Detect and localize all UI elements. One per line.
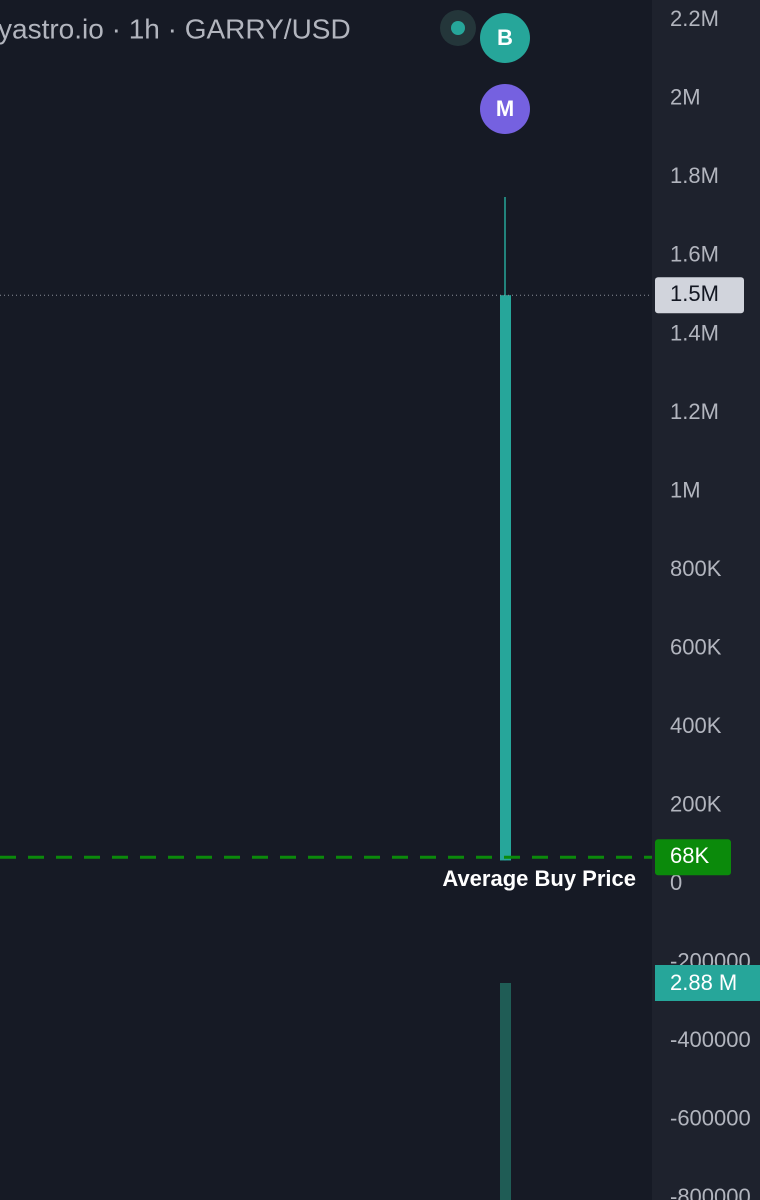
y-tick-label: 2M: [670, 85, 701, 110]
trade-marker-label: M: [496, 96, 514, 121]
y-tick-label: 2.2M: [670, 6, 719, 31]
last-price-label: 1.5M: [670, 281, 719, 306]
y-tick-label: 0: [670, 870, 682, 895]
average-buy-label-bg: [655, 839, 731, 876]
trade-marker-label: B: [497, 25, 513, 50]
chart-title: yastro.io · 1h · GARRY/USD: [0, 13, 351, 44]
average-buy-label: 68K: [670, 843, 709, 868]
y-tick-label: 600K: [670, 634, 722, 659]
plot-background: [0, 0, 652, 1200]
volume-bar: [500, 983, 511, 1200]
y-tick-label: 1.8M: [670, 163, 719, 188]
y-tick-label: 400K: [670, 713, 722, 738]
average-buy-name: Average Buy Price: [442, 866, 636, 891]
y-tick-label: 800K: [670, 556, 722, 581]
y-tick-label: 1M: [670, 477, 701, 502]
y-tick-label: 200K: [670, 791, 722, 816]
volume-label-bg: [655, 965, 760, 1001]
candle-body: [500, 295, 511, 861]
y-tick-label: -600000: [670, 1105, 751, 1130]
trade-marker: [480, 84, 530, 134]
volume-label: 2.88 M: [670, 970, 737, 995]
status-dot: [451, 21, 465, 35]
last-price-label-bg: [655, 277, 744, 314]
y-tick-label: 1.2M: [670, 399, 719, 424]
y-tick-label: -800000: [670, 1184, 751, 1200]
y-tick-label: -400000: [670, 1027, 751, 1052]
y-tick-label: 1.4M: [670, 320, 719, 345]
y-tick-label: 1.6M: [670, 242, 719, 267]
trade-marker: [480, 13, 530, 63]
